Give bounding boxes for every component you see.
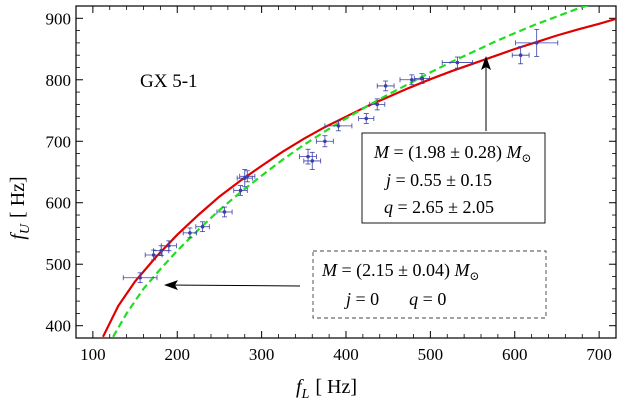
source-label: GX 5-1 [140, 71, 198, 92]
data-point [515, 28, 559, 57]
x-tick-label: 300 [249, 345, 275, 364]
data-point [399, 74, 425, 86]
data-marker [151, 253, 156, 257]
data-point [376, 80, 395, 92]
data-point [369, 98, 386, 111]
data-point [195, 221, 210, 233]
annotation-line-mass: M = (1.98 ± 0.28) M⊙ [373, 142, 532, 165]
data-point [239, 170, 256, 183]
data-point [358, 113, 375, 124]
y-axis-label: fU[ Hz] [7, 176, 33, 239]
data-marker [336, 124, 341, 128]
data-point [160, 240, 177, 252]
data-marker [200, 224, 205, 229]
data-point [303, 151, 322, 170]
annotation-line-mass: M = (2.15 ± 0.04) M⊙ [321, 260, 480, 283]
data-marker [167, 243, 171, 248]
data-marker [455, 60, 460, 65]
tick-labels: 100 200 300 400 500 600 700 400 500 600 700 800 900 [46, 9, 612, 364]
data-marker [323, 139, 327, 144]
fit-curve-dashed [112, 6, 590, 338]
data-marker [375, 102, 380, 107]
data-point [299, 148, 317, 165]
data-point [441, 56, 473, 69]
data-point [182, 227, 198, 239]
x-tick-label: 400 [333, 345, 359, 364]
data-marker [518, 53, 523, 57]
y-tick-label: 900 [46, 9, 72, 28]
fit-curves [102, 6, 616, 338]
data-marker [364, 116, 369, 121]
data-point [316, 135, 334, 148]
data-point [413, 73, 430, 84]
annotation-box-solid [361, 132, 546, 224]
y-tick-label: 500 [46, 255, 72, 274]
x-tick-label: 200 [165, 345, 191, 364]
x-axis-label: fL[ Hz] [296, 376, 357, 402]
data-marker [138, 275, 142, 280]
data-marker [534, 41, 539, 45]
data-marker [242, 176, 247, 180]
data-point [122, 272, 158, 284]
data-marker [222, 210, 227, 214]
data-point [236, 169, 253, 188]
annotation-red-fit: M = (1.98 ± 0.28) M⊙ j = 0.55 ± 0.15 q =… [361, 132, 546, 224]
y-tick-label: 800 [46, 71, 72, 90]
data-point [216, 206, 233, 218]
x-tick-label: 600 [502, 345, 528, 364]
x-tick-label: 100 [80, 345, 106, 364]
data-marker [238, 188, 243, 193]
data-point [233, 185, 248, 196]
data-points [122, 28, 559, 284]
data-marker [410, 77, 414, 82]
y-tick-label: 400 [46, 317, 72, 336]
data-marker [159, 248, 164, 253]
y-tick-label: 700 [46, 132, 72, 151]
annotation-arrow-green [164, 280, 301, 291]
annotation-box-dashed [312, 250, 547, 319]
x-tick-label: 700 [586, 345, 612, 364]
data-marker [420, 76, 424, 81]
data-marker [188, 231, 192, 235]
x-tick-label: 500 [418, 345, 444, 364]
annotation-line-quadrupole: q = 2.65 ± 2.05 [384, 197, 494, 217]
annotation-line-spin: j = 0.55 ± 0.15 [384, 170, 492, 190]
axis-ticks [75, 5, 617, 339]
data-marker [383, 84, 388, 88]
data-point [324, 120, 353, 132]
data-marker [310, 159, 315, 163]
data-marker [306, 154, 310, 159]
data-marker [245, 174, 250, 179]
y-tick-label: 600 [46, 194, 72, 213]
data-point [511, 46, 530, 65]
